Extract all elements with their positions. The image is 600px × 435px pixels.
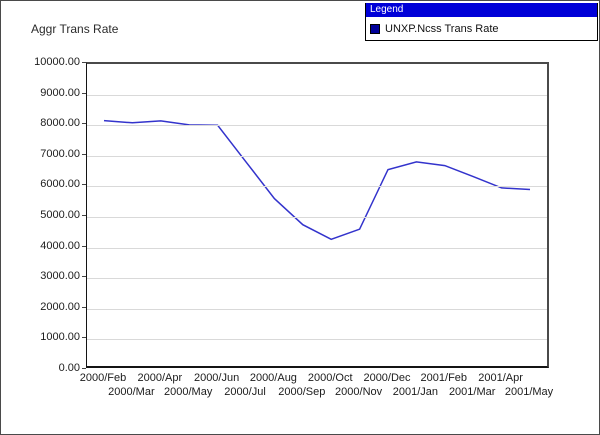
x-tick-label: 2000/Oct	[307, 372, 353, 384]
y-tick-mark	[82, 123, 86, 125]
y-tick-label: 0.00	[58, 362, 80, 374]
legend-entry: UNXP.Ncss Trans Rate	[366, 17, 597, 40]
x-tick-label: 2001/May	[504, 386, 554, 398]
gridline	[87, 247, 547, 249]
y-tick-label: 1000.00	[40, 331, 80, 344]
gridline	[87, 125, 547, 127]
y-tick-mark	[82, 368, 86, 369]
y-tick-mark	[82, 245, 86, 247]
series-line	[103, 119, 531, 241]
y-tick-label: 9000.00	[40, 86, 80, 99]
x-tick-label: 2000/Jun	[193, 372, 240, 384]
y-tick-label: 3000.00	[40, 270, 80, 283]
x-tick-label: 2000/Nov	[335, 386, 383, 398]
chart-title: Aggr Trans Rate	[31, 22, 119, 36]
x-tick-label: 2000/Jul	[224, 386, 266, 398]
x-tick-label: 2000/Feb	[79, 372, 127, 384]
y-tick-label: 5000.00	[40, 209, 80, 221]
x-tick-label: 2000/May	[164, 386, 213, 398]
x-tick-label: 2001/Apr	[478, 372, 523, 384]
y-tick-mark	[82, 215, 86, 216]
y-tick-mark	[82, 276, 86, 278]
y-tick-mark	[82, 153, 86, 155]
x-tick-label: 2001/Jan	[392, 386, 439, 398]
x-tick-label: 2000/Aug	[249, 372, 297, 384]
gridline	[87, 94, 547, 96]
trans-rate-line-series	[103, 119, 531, 241]
gridline	[87, 308, 547, 310]
y-tick-label: 7000.00	[40, 147, 80, 160]
gridline	[87, 186, 547, 188]
legend-window[interactable]: Legend UNXP.Ncss Trans Rate	[365, 3, 598, 41]
y-tick-label: 10000.00	[34, 56, 80, 68]
y-tick-mark	[82, 62, 86, 63]
series-color-swatch-icon	[370, 23, 380, 34]
x-tick-label: 2000/Sep	[278, 386, 326, 398]
x-tick-label: 2000/Dec	[363, 372, 411, 384]
x-tick-label: 2000/Mar	[108, 386, 155, 398]
gridline	[87, 217, 547, 218]
y-tick-label: 4000.00	[40, 239, 80, 252]
y-tick-mark	[82, 92, 86, 94]
y-tick-mark	[82, 306, 86, 308]
y-tick-label: 6000.00	[40, 178, 80, 191]
legend-series-label: UNXP.Ncss Trans Rate	[385, 22, 499, 35]
x-tick-label: 2001/Mar	[448, 386, 496, 398]
y-tick-label: 2000.00	[40, 300, 80, 313]
x-tick-label: 2000/Apr	[137, 372, 183, 384]
y-tick-mark	[82, 184, 86, 186]
x-tick-label: 2001/Feb	[420, 372, 468, 384]
plot-area	[86, 62, 549, 368]
legend-titlebar[interactable]: Legend	[366, 3, 597, 17]
y-tick-label: 8000.00	[40, 117, 80, 130]
gridline	[87, 155, 547, 157]
gridline	[87, 278, 547, 280]
y-tick-mark	[82, 337, 86, 339]
gridline	[87, 339, 547, 341]
